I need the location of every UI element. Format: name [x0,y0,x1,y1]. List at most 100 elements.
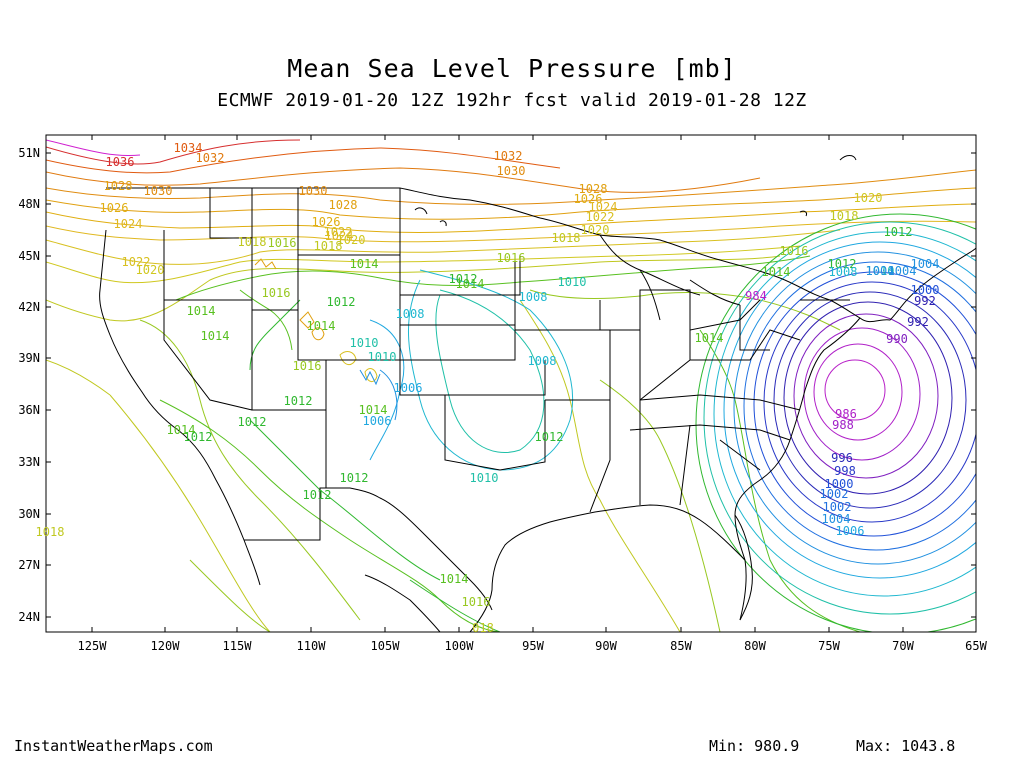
lon-tick-label: 75W [818,639,840,653]
isobar-label: 1010 [368,350,397,364]
isobar-label: 1000 [825,477,854,491]
isobar-label: 1014 [456,277,485,291]
isobar-label: 1020 [581,223,610,237]
isobar-label: 992 [907,315,929,329]
isobar-label: 1012 [184,430,213,444]
isobar-label: 1010 [470,471,499,485]
isobar-label: 1002 [820,487,849,501]
isobar-label: 1006 [836,524,865,538]
plot-frame [45,134,977,633]
max-value: 1043.8 [901,737,956,755]
isobar-label: 1016 [293,359,322,373]
min-value: 980.9 [754,737,800,755]
isobar-label: 1016 [262,286,291,300]
isobar-label: 1032 [196,151,225,165]
isobar-label: 1008 [396,307,425,321]
lon-tick-label: 85W [670,639,692,653]
isobar-label: 1014 [307,319,336,333]
isobar-label: 1012 [535,430,564,444]
isobar-label: 1006 [363,414,392,428]
isobar-label: 1012 [884,225,913,239]
isobar-label: 1026 [574,192,603,206]
isobar-label: 1022 [586,210,615,224]
isobar-label: 1028 [579,182,608,196]
lon-tick-label: 110W [297,639,327,653]
lat-tick-label: 39N [18,351,40,365]
isobar-label: 1014 [695,331,724,345]
isobar-label: 1004 [822,512,851,526]
isobar-label: 1010 [350,336,379,350]
map-title: Mean Sea Level Pressure [mb] [287,54,737,83]
isobar-label: 1018 [36,525,65,539]
isobar-label: 1012 [340,471,369,485]
isobar-label: 1008 [528,354,557,368]
max-pressure: Max: 1043.8 [856,737,955,755]
lat-tick-label: 33N [18,455,40,469]
isobar-label: 1016 [780,244,809,258]
isobar-label: 1014 [762,265,791,279]
isobar-label: 1020 [337,233,366,247]
isobar-label: 1024 [589,200,618,214]
isobar-label: 1018 [238,235,267,249]
isobar-label: 986 [835,407,857,421]
isobar-label: 998 [834,464,856,478]
lon-tick-label: 95W [522,639,544,653]
isobar-label: 1032 [494,149,523,163]
geographic-borders [99,155,976,632]
isobar-label: 1020 [136,263,165,277]
latitude-axis: 51N 48N 45N 42N 39N 36N 33N 30N 27N 24N [18,146,976,624]
min-pressure: Min: 980.9 [709,737,799,755]
isobar-label: 984 [745,289,767,303]
isobar-label: 1034 [174,141,203,155]
lat-tick-label: 42N [18,300,40,314]
lat-tick-label: 30N [18,507,40,521]
isobar-label: 1006 [394,381,423,395]
longitude-axis: 125W 120W 115W 110W 105W 100W 95W 90W 85W 80W 75W 7… [78,135,988,653]
isobar-label: 1012 [284,394,313,408]
isobar-label: 1028 [104,179,133,193]
isobar-label: 1012 [327,295,356,309]
lon-tick-label: 80W [744,639,766,653]
isobar-label: 1002 [823,500,852,514]
isobar-label: 1010 [558,275,587,289]
isobar-label: 1016 [497,251,526,265]
isobar-label: 1004 [911,257,940,271]
isobar-label: 1018 [830,209,859,223]
lat-tick-label: 45N [18,249,40,263]
isobar-label: 1026 [100,201,129,215]
isobar-label: 1018 [314,239,343,253]
lon-tick-label: 115W [223,639,253,653]
isobar-label: 1014 [201,329,230,343]
isobar-label: 988 [832,418,854,432]
isobar-label: 1016 [462,595,491,609]
isobar-label: 1030 [299,184,328,198]
isobar-label: 1004 [888,264,917,278]
min-label: Min: [709,737,746,755]
isobar-lines [46,139,976,632]
isobar-label: 992 [914,294,936,308]
isobar-label: 1036 [106,155,135,169]
isobar-label: 1012 [238,415,267,429]
site-credit: InstantWeatherMaps.com [14,737,213,755]
isobar-label: 1012 [828,257,857,271]
isobar-label: 1010 [866,264,895,278]
isobar-label: 1018 [552,231,581,245]
isobar-label: 1008 [829,265,858,279]
lat-tick-label: 51N [18,146,40,160]
isobar-label: 1014 [350,257,379,271]
isobar-label: 1014 [187,304,216,318]
isobar-label: 018 [472,621,494,635]
max-label: Max: [856,737,893,755]
isobar-label: 1012 [303,488,332,502]
isobar-label: 990 [886,332,908,346]
isobar-label: 996 [831,451,853,465]
map-subtitle: ECMWF 2019-01-20 12Z 192hr fcst valid 20… [217,90,807,111]
isobar-label: 1012 [449,272,478,286]
lon-tick-label: 70W [892,639,914,653]
lon-tick-label: 105W [371,639,401,653]
lon-tick-label: 100W [445,639,475,653]
isobar-label: 1004 [866,264,895,278]
isobar-label: 1024 [325,229,354,243]
isobar-label: 1024 [114,217,143,231]
isobar-label: 1022 [122,255,151,269]
